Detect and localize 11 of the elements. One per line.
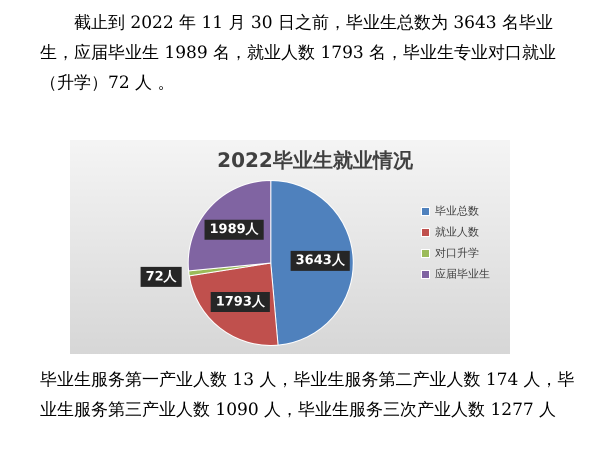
data-label: 3643人 xyxy=(296,253,346,268)
data-label: 72人 xyxy=(146,269,178,284)
chart-title: 2022毕业生就业情况 xyxy=(217,148,414,172)
legend-label: 应届毕业生 xyxy=(435,267,490,280)
text: 毕业生服务第一产业人数 13 人，毕业生服务第二产业人数 174 人，毕业生服务第三产业人数 1090 人，毕业生服务三次产业人数 1277 人 xyxy=(40,369,576,422)
legend-label: 对口升学 xyxy=(435,246,479,260)
text: 截止到 2022 年 11 月 30 日之前，毕业生总数为 3643 名毕业生，应届毕业生 1989 名，就业人数 1793 名，毕业生专业对口就业（升学）72 人 。 xyxy=(40,12,558,95)
data-label: 1793人 xyxy=(216,294,266,310)
legend-label: 就业人数 xyxy=(435,225,479,238)
data-label: 1989人 xyxy=(210,222,260,238)
legend-label: 毕业总数 xyxy=(435,204,479,218)
